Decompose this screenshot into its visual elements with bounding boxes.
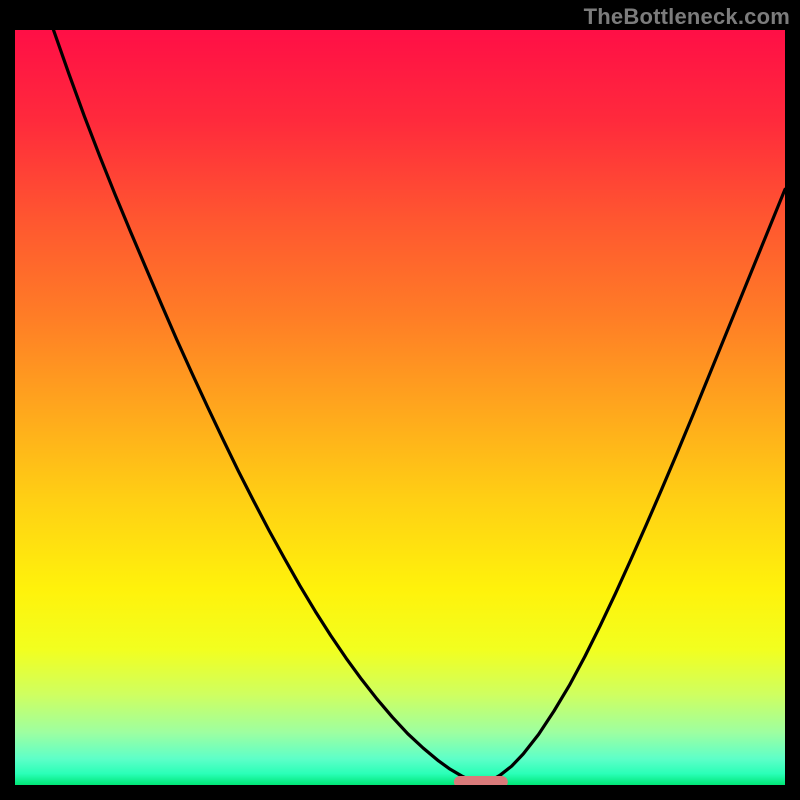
optimum-marker xyxy=(454,776,508,785)
plot-area xyxy=(15,30,785,785)
chart-background xyxy=(15,30,785,785)
bottleneck-chart xyxy=(15,30,785,785)
watermark-text: TheBottleneck.com xyxy=(584,4,790,30)
chart-frame: TheBottleneck.com xyxy=(0,0,800,800)
